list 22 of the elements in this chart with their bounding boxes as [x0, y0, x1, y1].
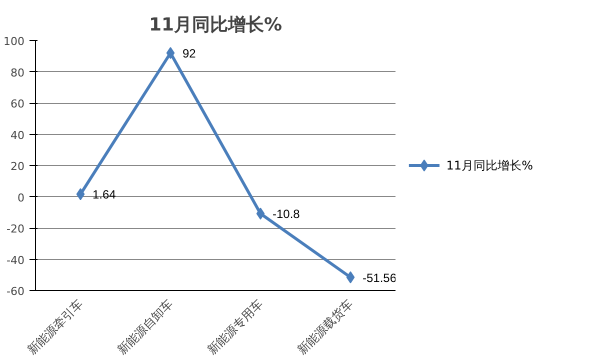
data-label: 1.64	[92, 188, 116, 202]
y-tick-label: -40	[6, 254, 24, 267]
chart-title: 11月同比增长%	[148, 14, 282, 36]
y-tick-label: 100	[4, 35, 25, 48]
data-label: -10.8	[272, 207, 300, 222]
y-tick-label: 80	[10, 66, 25, 80]
x-tick-label: 新能源牵引车	[24, 296, 86, 358]
point	[76, 188, 85, 200]
point	[346, 271, 355, 284]
x-tick-label: 新能源专用车	[204, 296, 266, 358]
y-tick-label: -20	[6, 222, 24, 236]
point	[256, 208, 265, 220]
data-label: 92	[182, 46, 196, 60]
y-tick-label: 20	[10, 160, 25, 173]
y-tick-label: 60	[10, 98, 25, 110]
y-tick-label: 40	[10, 128, 25, 142]
x-tick-label: 新能源载货车	[294, 296, 356, 358]
point	[166, 47, 175, 59]
y-tick-label: 0	[18, 191, 24, 204]
legend-label: 11月同比增长%	[446, 158, 533, 172]
x-tick-label: 新能源自卸车	[114, 296, 176, 358]
y-tick-label: -60	[6, 285, 24, 298]
